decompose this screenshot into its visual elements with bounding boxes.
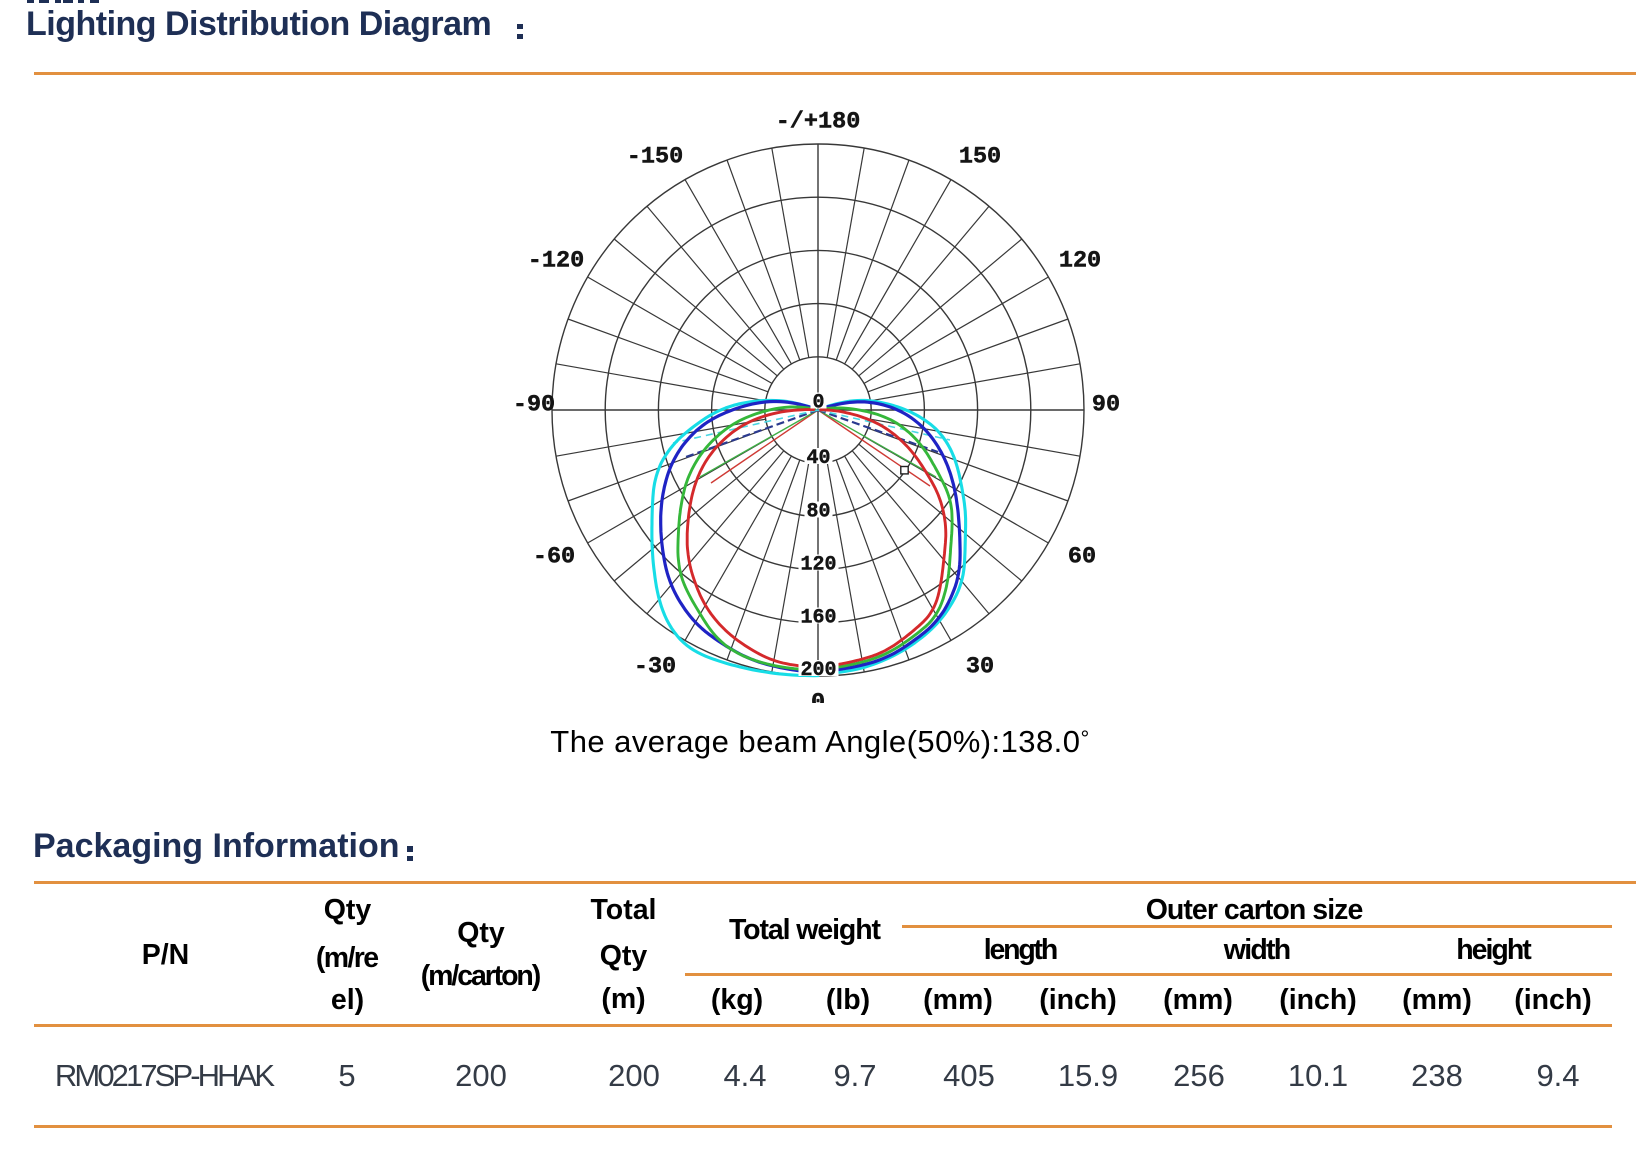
- svg-text:60: 60: [1068, 543, 1096, 570]
- svg-text:-/+180: -/+180: [776, 108, 861, 135]
- svg-text:120: 120: [1059, 247, 1101, 274]
- svg-text:-30: -30: [634, 653, 676, 680]
- svg-text:-120: -120: [528, 247, 584, 274]
- svg-text:-150: -150: [627, 143, 683, 170]
- svg-text:-60: -60: [533, 543, 575, 570]
- svg-text:0: 0: [812, 392, 824, 415]
- svg-text:150: 150: [959, 143, 1001, 170]
- svg-text:30: 30: [966, 653, 994, 680]
- svg-text:80: 80: [806, 501, 830, 524]
- svg-text:160: 160: [800, 607, 836, 630]
- svg-text:-90: -90: [513, 391, 555, 418]
- svg-text:200: 200: [800, 659, 836, 682]
- svg-text:0: 0: [811, 689, 825, 703]
- svg-text:40: 40: [806, 447, 830, 470]
- svg-text:120: 120: [800, 554, 836, 577]
- svg-text:90: 90: [1092, 391, 1120, 418]
